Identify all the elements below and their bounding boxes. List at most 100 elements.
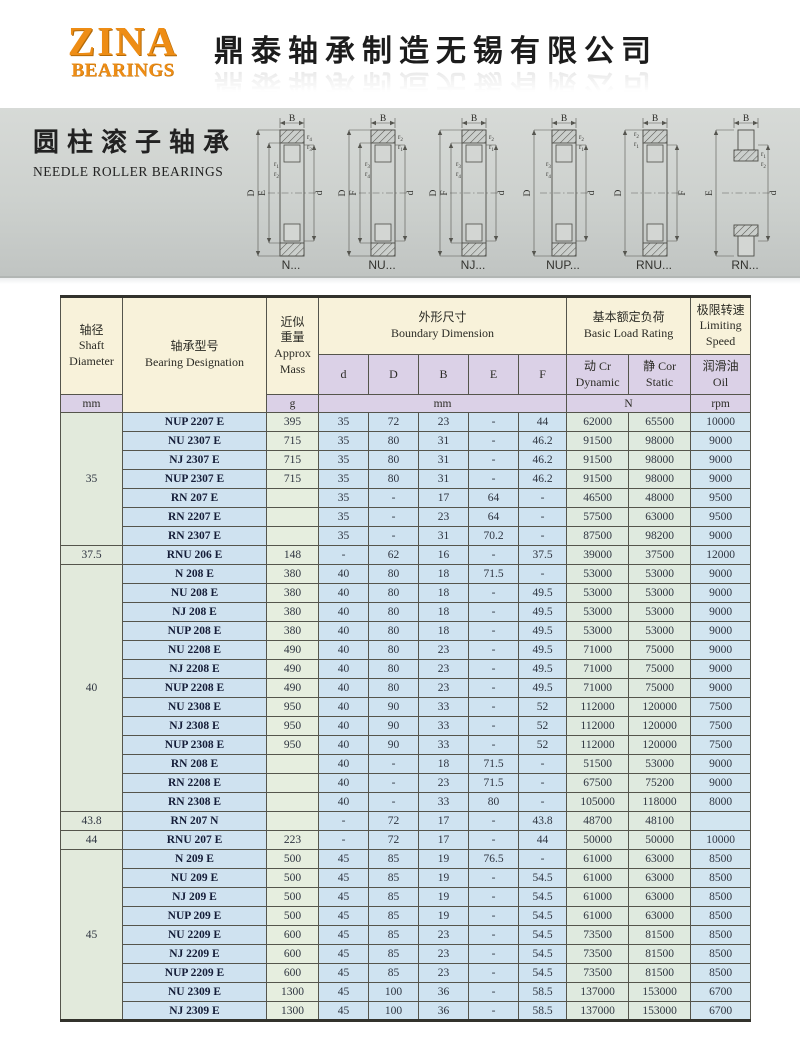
table-row: RN 2207 E 35-23 64-57500 63000 9500 [61,507,752,527]
cell-E: 64 [468,488,519,508]
table-row: NJ 2309 E 1300 45 100 36-58.5 137000 153000 670… [61,1001,752,1021]
svg-text:B: B [380,114,386,124]
cell-mass: 500 [266,906,319,926]
cell-oil: 6700 [690,982,752,1002]
banner-titles: 圆柱滚子轴承 NEEDLE ROLLER BEARINGS [33,122,237,180]
company-name-reflection: 鼎泰轴承制造无锡有限公司 [214,68,658,101]
cell-cr: 48700 [566,811,630,831]
cell-E: - [468,982,519,1002]
cell-D: 85 [368,887,419,907]
cell-oil: 9000 [690,431,752,451]
cell-E: - [468,963,519,983]
cell-B: 31 [418,526,469,546]
cell-F: - [517,526,568,546]
col-header-static: 静 Cor Static [628,354,692,395]
cell-oil: 8500 [690,963,752,983]
cell-B: 18 [418,602,469,622]
cell-B: 31 [418,450,469,470]
cell-cr: 61000 [566,868,630,888]
table-row: RN 2208 E 40-23 71.5-67500 75200 9000 [61,773,752,793]
cell-B: 33 [418,735,469,755]
svg-text:r2: r2 [274,170,279,180]
cell-F: - [517,488,568,508]
cell-cor: 98200 [628,526,692,546]
cell-B: 33 [418,697,469,717]
cell-oil: 9000 [690,640,752,660]
cell-cor: 63000 [628,849,692,869]
cell-d: 40 [318,773,369,793]
cell-D: 100 [368,1001,419,1021]
cell-oil: 8500 [690,925,752,945]
cell-B: 23 [418,963,469,983]
cell-E: - [468,678,519,698]
cell-E: 76.5 [468,849,519,869]
svg-text:r4: r4 [307,133,312,143]
cell-cr: 61000 [566,849,630,869]
cell-d: 35 [318,488,369,508]
cell-F: - [517,773,568,793]
cell-d: - [318,811,369,831]
svg-text:r4: r4 [546,170,551,180]
cell-designation: RN 208 E [122,754,267,774]
table-row: NJ 209 E 500 45 85 19-54.5 61000 63000 8500 [61,887,752,907]
cell-mass: 715 [266,431,319,451]
cell-mass: 950 [266,716,319,736]
cell-F: 54.5 [517,963,568,983]
cell-oil: 10000 [690,412,752,432]
cell-mass: 380 [266,621,319,641]
col-header-dim-E: E [468,354,519,395]
cell-D: 90 [368,716,419,736]
cell-mass: 950 [266,735,319,755]
col-header-dim-D: D [368,354,419,395]
cell-d: 45 [318,925,369,945]
cell-d: 35 [318,469,369,489]
cell-E: - [468,868,519,888]
cell-E: - [468,621,519,641]
cell-F: 54.5 [517,906,568,926]
cell-F: 46.2 [517,431,568,451]
cell-mass [266,811,319,831]
svg-text:E: E [258,190,268,196]
col-header-dim-F: F [517,354,568,395]
cell-oil: 9500 [690,488,752,508]
cell-d: 40 [318,754,369,774]
cell-oil: 9000 [690,602,752,622]
cell-D: 80 [368,583,419,603]
cell-mass: 490 [266,640,319,660]
cell-F: 52 [517,735,568,755]
cell-D: 80 [368,602,419,622]
cell-E: - [468,716,519,736]
cell-B: 33 [418,792,469,812]
cell-E: - [468,925,519,945]
cell-d: 45 [318,849,369,869]
table-row: NU 2208 E 490 40 80 23-49.5 71000 75000 9000 [61,640,752,660]
cell-designation: RN 207 N [122,811,267,831]
svg-text:r1: r1 [274,160,279,170]
cell-cor: 53000 [628,564,692,584]
cell-F: 54.5 [517,944,568,964]
cell-oil: 8500 [690,887,752,907]
col-header-dynamic: 动 Cr Dynamic [566,354,630,395]
cell-E: 70.2 [468,526,519,546]
cell-cr: 112000 [566,716,630,736]
cell-d: 40 [318,621,369,641]
cell-oil: 8500 [690,906,752,926]
cell-E: 64 [468,507,519,527]
cell-F: 49.5 [517,678,568,698]
cell-cr: 71000 [566,659,630,679]
cell-B: 17 [418,830,469,850]
cell-designation: NUP 2308 E [122,735,267,755]
svg-text:r1: r1 [579,143,584,153]
cell-designation: NU 2307 E [122,431,267,451]
cell-cor: 120000 [628,697,692,717]
header-row-main: 轴径 Shaft Diameter 轴承型号 Bearing Designatio… [60,296,752,413]
cell-designation: NU 2209 E [122,925,267,945]
svg-text:D: D [338,189,348,196]
table-row: NUP 2308 E 950 40 90 33-52 112000 120000 7500 [61,735,752,755]
svg-text:D: D [523,189,533,196]
cell-cr: 112000 [566,735,630,755]
